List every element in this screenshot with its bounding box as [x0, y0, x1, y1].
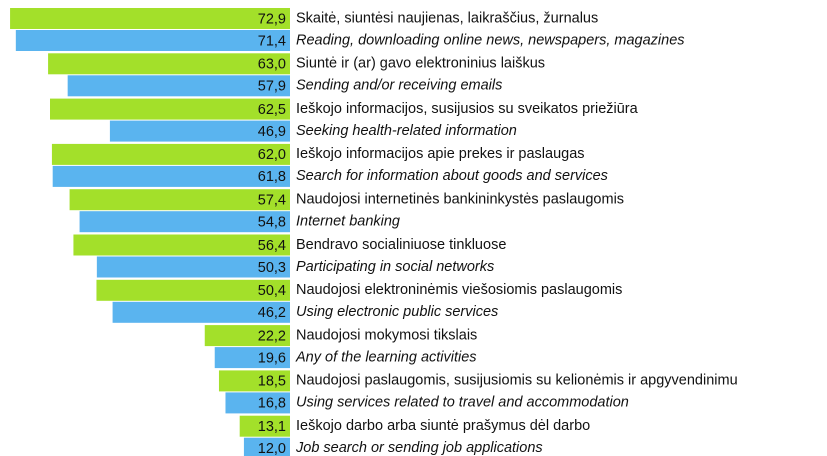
value-label: 62,5	[258, 102, 286, 118]
bar	[96, 279, 291, 301]
value-label: 13,1	[258, 419, 286, 435]
bar	[52, 165, 290, 187]
value-label: 57,9	[258, 79, 286, 95]
bar	[214, 347, 290, 369]
value-label: 50,4	[258, 283, 286, 299]
category-label-en: Using electronic public services	[296, 304, 498, 320]
category-label-en: Any of the learning activities	[295, 349, 477, 365]
bar	[48, 53, 290, 75]
value-label: 62,0	[258, 147, 286, 163]
bar	[73, 234, 290, 256]
bar	[15, 30, 290, 51]
category-label: Siuntė ir (ar) gavo elektroninius laišku…	[296, 56, 545, 72]
category-label-en: Job search or sending job applications	[295, 440, 543, 456]
category-label: Naudojosi elektroninėmis viešosiomis pas…	[296, 282, 622, 298]
bar	[243, 437, 290, 456]
bar	[204, 325, 290, 347]
value-label: 71,4	[258, 33, 286, 49]
bar	[50, 98, 290, 120]
value-label: 46,9	[258, 124, 286, 140]
value-label: 50,3	[258, 260, 286, 276]
category-label: Ieškojo informacijos apie prekes ir pasl…	[296, 146, 585, 162]
bar	[10, 8, 291, 29]
bar	[51, 143, 290, 165]
category-label-en: Participating in social networks	[296, 259, 494, 275]
bar	[109, 120, 291, 142]
value-label: 12,0	[258, 441, 286, 456]
category-label-en: Search for information about goods and s…	[296, 168, 608, 184]
bar	[112, 301, 290, 323]
category-label: Naudojosi mokymosi tikslais	[296, 327, 477, 343]
bar	[218, 370, 290, 392]
value-label: 56,4	[258, 238, 286, 254]
category-label-en: Seeking health-related information	[296, 123, 517, 139]
category-label-en: Reading, downloading online news, newspa…	[296, 32, 685, 48]
value-label: 16,8	[258, 396, 286, 412]
value-label: 22,2	[258, 328, 286, 344]
bar	[96, 256, 291, 278]
value-label: 72,9	[258, 11, 286, 27]
category-label: Naudojosi internetinės bankininkystės pa…	[296, 192, 624, 208]
category-label-en: Sending and/or receiving emails	[296, 78, 502, 94]
value-label: 57,4	[258, 193, 286, 209]
value-label: 61,8	[258, 169, 286, 185]
value-label: 19,6	[258, 350, 286, 366]
value-label: 63,0	[258, 57, 286, 73]
value-label: 18,5	[258, 374, 286, 390]
value-label: 46,2	[258, 305, 286, 321]
bar	[67, 75, 290, 97]
value-label: 54,8	[258, 215, 286, 231]
category-label-en: Using services related to travel and acc…	[296, 395, 629, 411]
category-label: Ieškojo informacijos, susijusios su svei…	[296, 101, 639, 117]
bar	[225, 392, 290, 414]
category-label-en: Internet banking	[296, 214, 400, 230]
bar	[79, 211, 291, 233]
category-label: Bendravo socialiniuose tinkluose	[296, 237, 506, 253]
category-label: Ieškojo darbo arba siuntė prašymus dėl d…	[296, 418, 590, 434]
bar	[239, 415, 290, 437]
category-label: Naudojosi paslaugomis, susijusiomis su k…	[296, 373, 738, 389]
bar	[69, 189, 290, 211]
category-label: Skaitė, siuntėsi naujienas, laikraščius,…	[296, 10, 598, 26]
